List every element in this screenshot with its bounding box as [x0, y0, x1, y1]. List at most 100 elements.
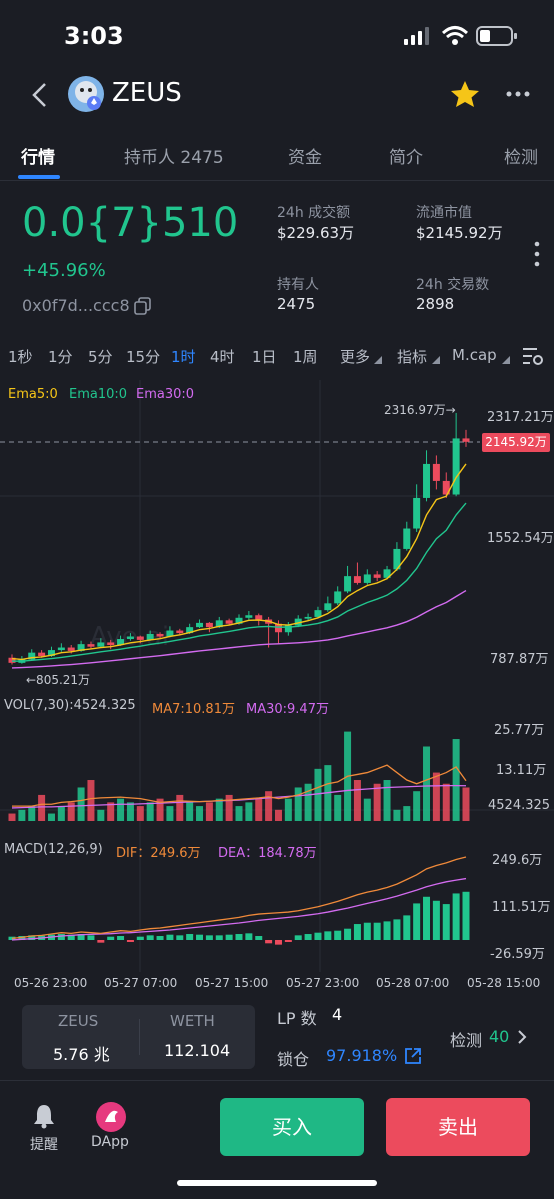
volume-bar-27: [274, 809, 282, 821]
detect-score[interactable]: 40: [489, 1027, 510, 1046]
tf-1d[interactable]: 1日: [252, 348, 277, 366]
tf-1w[interactable]: 1周: [293, 348, 318, 366]
legend-ema30: Ema30:0: [136, 387, 195, 402]
tab-holders[interactable]: 持币人 2475: [124, 148, 224, 168]
chart-settings-icon[interactable]: [521, 346, 545, 366]
macd-bar-18: [186, 934, 194, 940]
low-annotation: ←805.21万: [26, 673, 91, 687]
candle-11: [117, 639, 125, 645]
bell-icon[interactable]: [32, 1103, 56, 1129]
star-icon[interactable]: [450, 80, 480, 108]
token-a-amount: 5.76 兆: [53, 1045, 110, 1064]
macd-bar-29: [294, 935, 302, 940]
back-icon[interactable]: [30, 82, 50, 108]
tf-5m[interactable]: 5分: [88, 348, 113, 366]
tab-intro[interactable]: 简介: [389, 148, 423, 168]
tf-mcap[interactable]: M.cap: [452, 346, 497, 364]
detect-label[interactable]: 检测: [450, 1031, 483, 1050]
macd-group: [8, 856, 470, 945]
candle-44: [442, 480, 450, 495]
vol-ma7-line: [12, 764, 467, 807]
tf-15m[interactable]: 15分: [126, 348, 161, 366]
chevron-right-icon[interactable]: [516, 1029, 528, 1045]
macd-bar-40: [403, 915, 411, 940]
tf-4h[interactable]: 4时: [210, 348, 235, 366]
macd-bar-38: [383, 921, 391, 940]
ema5-line: [11, 463, 467, 661]
buy-button[interactable]: 买入: [220, 1098, 364, 1156]
volume-bar-25: [255, 798, 263, 821]
home-indicator: [177, 1180, 377, 1186]
macd-bar-32: [324, 931, 332, 940]
dapp-icon[interactable]: [96, 1102, 126, 1132]
legend-ema5: Ema5:0: [8, 387, 58, 402]
candle-10: [107, 642, 115, 645]
macd-axis-bottom: -26.59万: [490, 947, 545, 962]
current-price-tag: 2145.92万: [482, 433, 550, 452]
tf-more[interactable]: 更多: [340, 348, 371, 366]
volume-bar-23: [235, 806, 243, 821]
volume-bar-6: [67, 802, 75, 821]
volume-bar-29: [294, 787, 302, 821]
time-label-1: 05-26 23:00: [14, 976, 88, 990]
volume-bar-46: [462, 787, 470, 821]
candle-4: [47, 650, 55, 657]
volume-bar-19: [196, 806, 204, 821]
divider: [0, 180, 554, 181]
dapp-label[interactable]: DApp: [91, 1134, 129, 1150]
mcap-label: 流通市值: [416, 205, 472, 221]
candle-7: [77, 644, 85, 651]
macd-bar-23: [235, 934, 243, 940]
kline-chart[interactable]: Ave.ai: [0, 380, 554, 995]
time-label-2: 05-27 07:00: [104, 976, 178, 990]
kebab-icon[interactable]: [533, 240, 541, 270]
card-divider: [139, 1019, 140, 1055]
macd-bar-42: [423, 896, 431, 940]
candle-21: [215, 620, 223, 628]
copy-icon[interactable]: [134, 297, 152, 315]
macd-bar-19: [196, 934, 204, 940]
tf-1s[interactable]: 1秒: [8, 348, 33, 366]
ema-lines: [11, 463, 467, 669]
legend-vol-ma7: MA7:10.81万: [152, 702, 235, 717]
volume-bar-41: [413, 791, 421, 821]
sell-button[interactable]: 卖出: [386, 1098, 530, 1156]
volume-bar-18: [186, 802, 194, 821]
tab-detect[interactable]: 检测: [504, 148, 538, 168]
macd-bar-28: [284, 940, 292, 942]
more-icon[interactable]: [505, 90, 531, 98]
candle-0: [8, 657, 16, 663]
tf-1m[interactable]: 1分: [48, 348, 73, 366]
time-label-5: 05-28 07:00: [376, 976, 450, 990]
dea-line: [11, 877, 467, 941]
macd-bar-36: [363, 922, 371, 940]
macd-bar-35: [353, 924, 361, 940]
tab-market[interactable]: 行情: [21, 148, 55, 168]
signal-icon: [404, 27, 429, 45]
macd-bar-15: [156, 936, 164, 940]
legend-dea: DEA：184.78万: [218, 846, 317, 861]
volume-ma-lines: [11, 764, 467, 809]
tf-indicator[interactable]: 指标: [397, 348, 428, 366]
zeus-logo-icon: [75, 81, 101, 110]
macd-bar-25: [255, 936, 263, 940]
lp-label: LP 数: [277, 1009, 317, 1028]
battery-icon: [476, 26, 517, 46]
volume-bar-21: [215, 798, 223, 821]
volume-bar-20: [205, 802, 213, 821]
volume-bar-22: [225, 794, 233, 821]
alert-label[interactable]: 提醒: [30, 1137, 58, 1153]
volume-bar-43: [432, 772, 440, 821]
macd-bar-27: [274, 940, 282, 945]
macd-bar-21: [215, 935, 223, 940]
macd-axis-mid: 111.51万: [492, 900, 551, 915]
external-link-icon[interactable]: [404, 1047, 422, 1065]
macd-bar-8: [87, 935, 95, 940]
macd-bar-13: [136, 936, 144, 940]
pair-card: ZEUS 5.76 兆 WETH 112.104: [22, 1005, 255, 1069]
tab-funds[interactable]: 资金: [288, 148, 322, 168]
tf-1h[interactable]: 1时: [171, 348, 196, 366]
lock-value[interactable]: 97.918%: [326, 1046, 398, 1065]
macd-bar-24: [245, 933, 253, 940]
candle-14: [146, 633, 154, 640]
